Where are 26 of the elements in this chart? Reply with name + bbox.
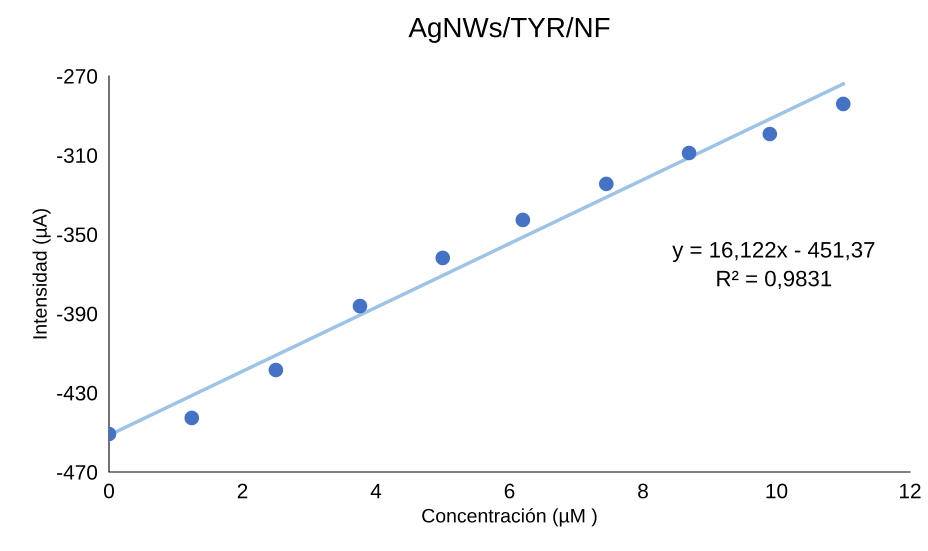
x-tick-label: 12 <box>900 484 921 498</box>
x-tick-label: 4 <box>370 484 382 498</box>
point <box>682 146 696 160</box>
x-tick-label: 2 <box>238 484 248 498</box>
x-tick-label: 10 <box>766 484 788 498</box>
point <box>599 176 614 192</box>
x-tick-label: 0 <box>104 484 114 498</box>
y-tick-label: -270 <box>57 69 98 84</box>
y-tick-label: -470 <box>57 465 98 480</box>
x-tick-label: 8 <box>638 484 648 498</box>
point <box>352 298 368 314</box>
point <box>836 96 851 112</box>
point <box>184 410 200 426</box>
y-tick-label: -390 <box>57 306 98 322</box>
y-tick-label: -430 <box>57 386 98 401</box>
x-tick-label: 6 <box>504 484 514 498</box>
point <box>762 126 778 142</box>
y-tick-label: -350 <box>57 227 98 242</box>
point <box>435 250 450 266</box>
y-tick-label: -310 <box>57 148 98 163</box>
point <box>516 212 530 228</box>
annotation: y = 16,122x - 451,37 R² = 0,9831 <box>672 242 874 290</box>
y-axis-title: Intensidad (µA) <box>32 209 51 338</box>
chart-title: AgNWs/TYR/NF <box>408 16 610 43</box>
x-axis-title: Concentración (µM ) <box>422 508 597 526</box>
point <box>268 362 284 378</box>
